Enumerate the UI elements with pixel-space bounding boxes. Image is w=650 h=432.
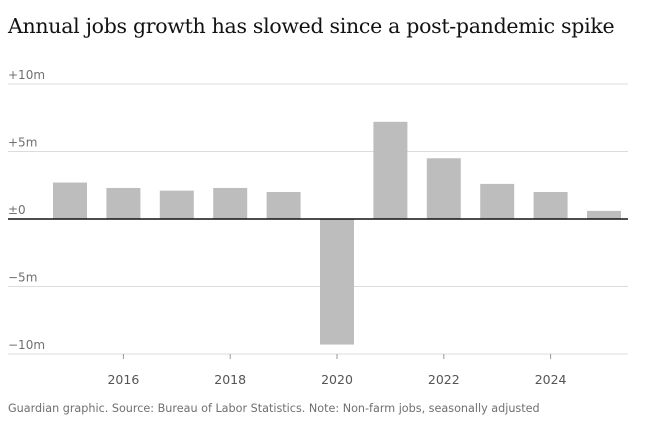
y-tick-label: −10m — [8, 338, 45, 352]
axes: +10m +5m ±0 −5m −10m 2016 2018 2020 2022 2024 — [8, 68, 628, 387]
bars — [53, 121, 621, 345]
bar — [587, 210, 621, 219]
y-tick-label: +10m — [8, 68, 45, 82]
source-note: Guardian graphic. Source: Bureau of Labo… — [8, 402, 540, 415]
bar — [266, 192, 301, 219]
bar — [480, 183, 515, 219]
bar — [53, 182, 87, 219]
x-tick-label: 2018 — [214, 372, 246, 387]
x-tick-label: 2024 — [535, 372, 567, 387]
gridlines — [8, 83, 628, 355]
bar — [533, 192, 568, 219]
bar — [320, 219, 354, 345]
chart-title: Annual jobs growth has slowed since a po… — [8, 14, 615, 38]
bar — [106, 187, 141, 219]
x-tick-label: 2020 — [321, 372, 353, 387]
bar — [373, 121, 408, 219]
x-tick-label: 2022 — [428, 372, 460, 387]
y-tick-label: ±0 — [8, 203, 26, 217]
y-tick-label: +5m — [8, 136, 37, 150]
bar-chart: +10m +5m ±0 −5m −10m 2016 2018 2020 2022 2024 — [8, 68, 628, 387]
y-tick-label: −5m — [8, 271, 37, 285]
bar — [159, 190, 194, 219]
bar — [426, 158, 461, 219]
bar — [213, 187, 248, 219]
x-tick-label: 2016 — [107, 372, 139, 387]
